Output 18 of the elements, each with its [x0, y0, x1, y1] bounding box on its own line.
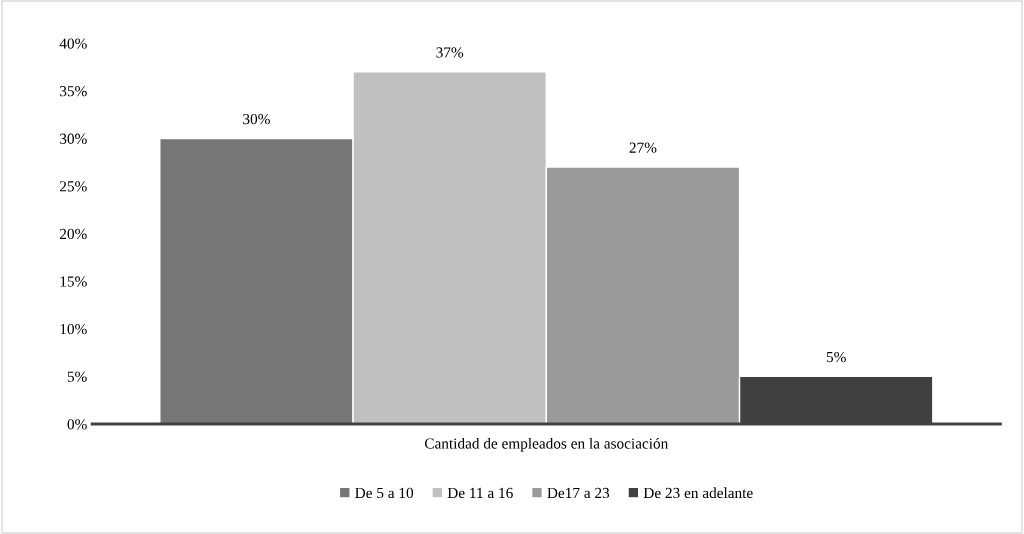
y-tick-label: 35% — [60, 85, 87, 97]
y-tick-label: 20% — [59, 228, 87, 240]
legend-label: De 23 en adelante — [643, 487, 753, 499]
y-tick-label: 10% — [60, 323, 87, 335]
legend-label: De 5 a 10 — [355, 487, 414, 499]
y-tick-label: 0% — [67, 419, 87, 430]
text: 27% — [629, 142, 657, 153]
y-tick-label: 30% — [60, 133, 87, 144]
legend-label: De17 a 23 — [547, 487, 610, 499]
y-tick-label: 5% — [67, 371, 87, 382]
y-tick-label: 40% — [59, 38, 87, 49]
text: 37% — [436, 47, 464, 58]
text: 5% — [826, 351, 846, 363]
y-tick-label: 15% — [60, 276, 87, 287]
legend-label: De 11 a 16 — [447, 487, 513, 499]
text: 30% — [243, 113, 270, 125]
x-tick-label: Cantidad de empleados en la asociación — [424, 437, 669, 452]
y-tick-label: 25% — [59, 181, 87, 192]
